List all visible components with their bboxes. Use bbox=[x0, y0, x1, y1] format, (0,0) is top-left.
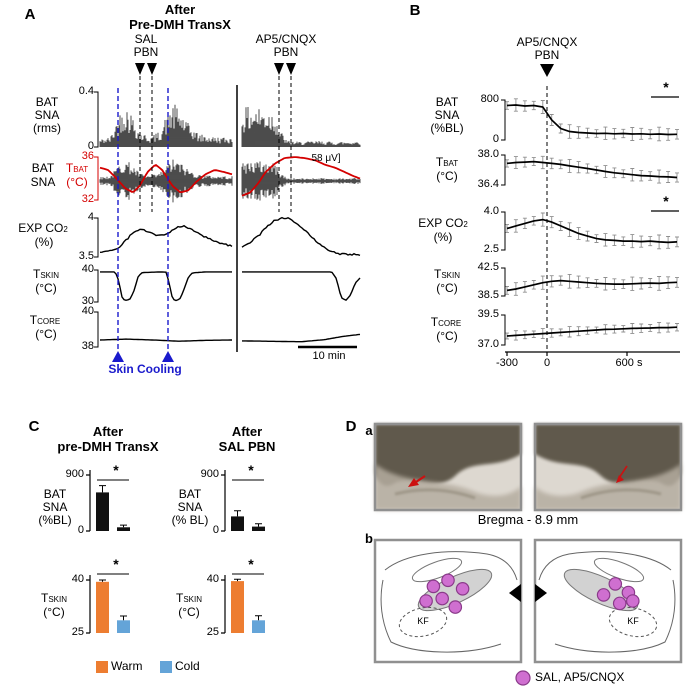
row-label-exp-co2: EXP CO2 bbox=[18, 221, 68, 235]
row-label-tcore: TCORE bbox=[29, 313, 61, 327]
a-axis-co2-max: 4 bbox=[87, 211, 94, 223]
c-row-label-tskin-2-unit: (°C) bbox=[178, 605, 200, 619]
c-row-label-tskin-2: TSKIN bbox=[175, 591, 202, 605]
b-sig-sna: * bbox=[663, 79, 669, 95]
injection-group-sal-pbn: SAL PBN bbox=[133, 32, 159, 59]
c1-tskin-ymax: 40 bbox=[71, 573, 84, 585]
c2-tskin-ymin: 25 bbox=[206, 626, 219, 638]
legend-label-warm: Warm bbox=[111, 659, 143, 673]
c1-sig-sna: * bbox=[113, 462, 119, 478]
b-xtick-zero: 0 bbox=[543, 357, 551, 369]
legend-swatch-warm bbox=[96, 661, 108, 673]
a-axis-tskin-min: 30 bbox=[81, 295, 94, 307]
a-axis-tbat-max: 36 bbox=[81, 150, 94, 162]
b-axis-co2-min: 2.5 bbox=[483, 243, 499, 255]
b-axis-co2-max: 4.0 bbox=[483, 205, 499, 217]
b-row-label-tbat: TBAT bbox=[435, 155, 459, 169]
kf-label-left: KF bbox=[417, 616, 429, 626]
a-axis-tcore-min: 38 bbox=[81, 340, 94, 352]
row-label-bat-sna-rms: BAT SNA (rms) bbox=[33, 95, 61, 135]
panel-d-histology-and-maps bbox=[373, 422, 683, 686]
sna-voltage-scale-label: 58 μV] bbox=[311, 153, 341, 164]
b-axis-sna-max: 800 bbox=[480, 93, 499, 105]
c2-sna-ymax: 900 bbox=[200, 468, 219, 480]
b-axis-tbat-max: 38.0 bbox=[477, 148, 499, 160]
b-axis-tskin-min: 38.5 bbox=[477, 289, 499, 301]
c-row-label-tskin-1: TSKIN bbox=[40, 591, 67, 605]
b-row-label-exp-co2: EXP CO2 bbox=[418, 216, 468, 230]
panel-c: C After pre-DMH TransX After SAL PBN BAT… bbox=[10, 418, 335, 691]
c-title-transx: After pre-DMH TransX bbox=[57, 424, 159, 454]
legend-label-cold: Cold bbox=[175, 659, 200, 673]
row-label-exp-co2-unit: (%) bbox=[34, 235, 54, 249]
b-row-label-tcore-unit: (°C) bbox=[436, 329, 458, 343]
panel-d-label: D bbox=[345, 418, 357, 435]
panel-d-sub-b: b bbox=[365, 531, 373, 546]
b-row-label-tskin-unit: (°C) bbox=[436, 281, 458, 295]
b-row-label-bat-sna: BAT SNA (%BL) bbox=[430, 95, 464, 135]
panel-a: A After Pre-DMH TransX SAL PBN AP5/CNQX … bbox=[0, 0, 395, 400]
a-axis-tbat-min: 32 bbox=[81, 193, 94, 205]
b-row-label-tbat-unit: (°C) bbox=[436, 169, 458, 183]
c-row-label-bat-sna-1: BAT SNA (%BL) bbox=[38, 487, 72, 527]
row-label-tskin-unit: (°C) bbox=[35, 281, 57, 295]
b-xtick-neg300: -300 bbox=[495, 357, 519, 369]
c-row-label-tskin-1-unit: (°C) bbox=[43, 605, 65, 619]
b-row-label-tcore: TCORE bbox=[430, 315, 462, 329]
panel-a-trace-plot bbox=[94, 63, 361, 362]
panel-c-bar-charts bbox=[86, 470, 265, 634]
a-axis-rms-max: 0.4 bbox=[78, 85, 94, 97]
panel-b-label: B bbox=[409, 2, 421, 19]
a-axis-tskin-max: 40 bbox=[81, 263, 94, 275]
c2-sna-ymin: 0 bbox=[212, 524, 219, 536]
panel-b: B AP5/CNQX PBN BAT SNA (%BL) TBAT (°C) E… bbox=[395, 0, 700, 400]
c1-sig-tskin: * bbox=[113, 556, 119, 572]
legend-label-injection-sites: SAL, AP5/CNQX bbox=[535, 670, 625, 684]
panel-b-mean-sem-plot bbox=[501, 64, 680, 356]
a-axis-co2-min: 3.5 bbox=[78, 250, 94, 262]
b-xtick-600s: 600 s bbox=[615, 357, 643, 369]
panel-a-title: After Pre-DMH TransX bbox=[129, 2, 231, 32]
b-row-label-tskin: TSKIN bbox=[433, 267, 460, 281]
a-axis-tcore-max: 40 bbox=[81, 305, 94, 317]
c2-tskin-ymax: 40 bbox=[206, 573, 219, 585]
panel-d: D a b Bregma - 8.9 mm KF KF SAL, AP5/CNQ… bbox=[335, 418, 700, 691]
b-axis-sna-min: 0 bbox=[492, 133, 499, 145]
c1-sna-ymax: 900 bbox=[65, 468, 84, 480]
b-row-label-exp-co2-unit: (%) bbox=[433, 230, 453, 244]
b-axis-tcore-max: 39.5 bbox=[477, 308, 499, 320]
c2-sig-sna: * bbox=[248, 462, 254, 478]
c2-sig-tskin: * bbox=[248, 556, 254, 572]
row-label-tskin: TSKIN bbox=[32, 267, 59, 281]
kf-label-right: KF bbox=[627, 616, 639, 626]
b-axis-tbat-min: 36.4 bbox=[477, 178, 499, 190]
panel-d-sub-a: a bbox=[365, 423, 373, 438]
c-title-sal-pbn: After SAL PBN bbox=[218, 424, 276, 454]
row-label-bat: BAT bbox=[31, 161, 55, 175]
row-label-tcore-unit: (°C) bbox=[35, 327, 57, 341]
a-axis-rms-min: 0 bbox=[87, 140, 94, 152]
panel-b-header: AP5/CNQX PBN bbox=[516, 35, 578, 62]
panel-a-label: A bbox=[24, 6, 36, 23]
c1-tskin-ymin: 25 bbox=[71, 626, 84, 638]
panel-c-label: C bbox=[28, 418, 40, 435]
time-scalebar-label: 10 min bbox=[312, 350, 346, 362]
row-label-sna: SNA bbox=[30, 175, 56, 189]
b-sig-co2: * bbox=[663, 193, 669, 209]
c-row-label-bat-sna-2: BAT SNA (% BL) bbox=[171, 487, 209, 527]
row-label-tbat-unit: (°C) bbox=[66, 175, 88, 189]
legend-swatch-cold bbox=[160, 661, 172, 673]
b-axis-tcore-min: 37.0 bbox=[477, 338, 499, 350]
b-axis-tskin-max: 42.5 bbox=[477, 261, 499, 273]
c1-sna-ymin: 0 bbox=[77, 524, 84, 536]
bregma-caption: Bregma - 8.9 mm bbox=[477, 512, 579, 527]
injection-group-ap5cnqx-pbn: AP5/CNQX PBN bbox=[255, 32, 317, 59]
skin-cooling-label: Skin Cooling bbox=[108, 362, 182, 376]
row-label-tbat: TBAT bbox=[65, 161, 89, 175]
